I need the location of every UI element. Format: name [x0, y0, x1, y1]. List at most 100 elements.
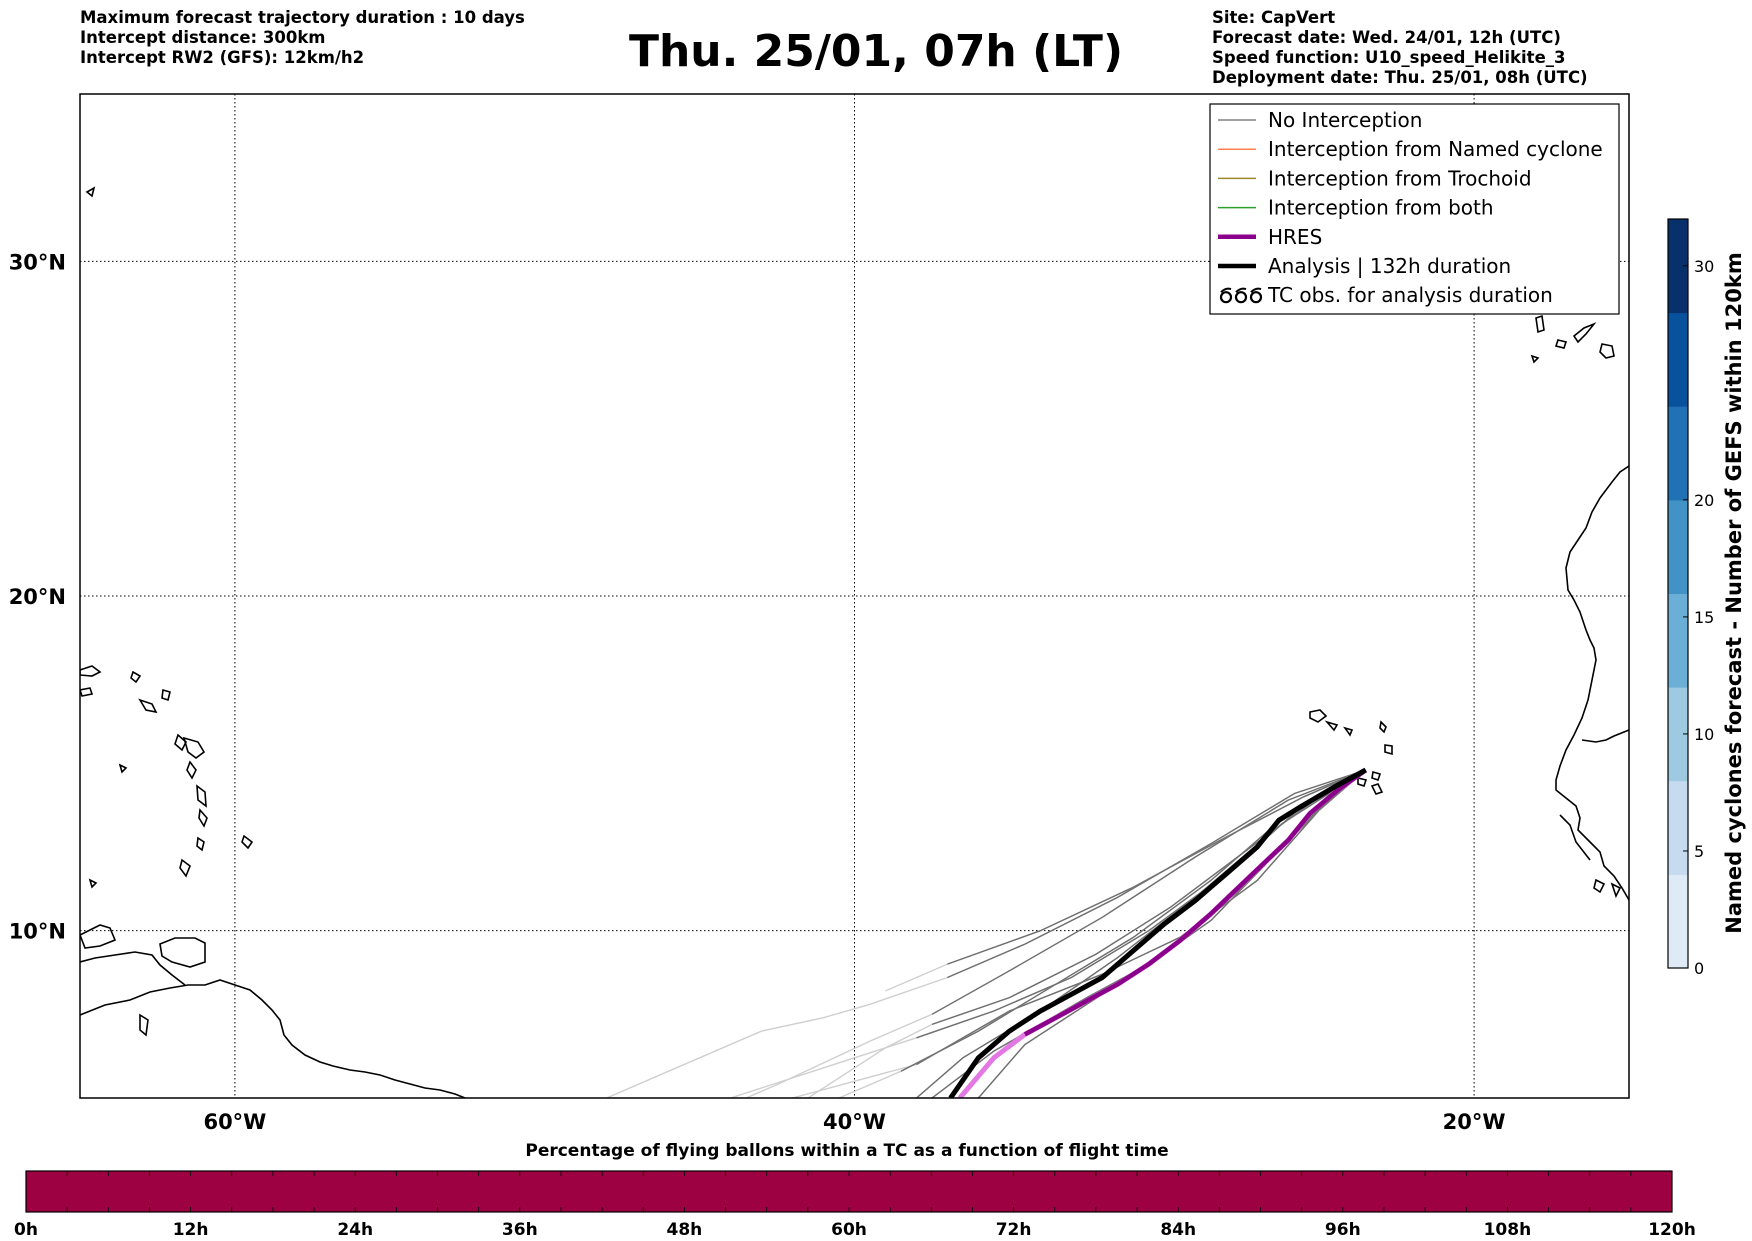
colorbar-tick-label: 0 [1694, 959, 1704, 978]
cape-verde-island [1371, 770, 1382, 782]
legend-label: No Interception [1268, 108, 1422, 132]
cyclone-symbol [1249, 291, 1263, 304]
graticule [80, 94, 1629, 1098]
colorbar-segment [1668, 312, 1688, 407]
colorbar-segment [1668, 874, 1688, 969]
cape-verde-island [1357, 776, 1368, 788]
island [1610, 882, 1622, 899]
flight-time-tick-label: 24h [337, 1220, 373, 1240]
flight-time-tick-label: 12h [173, 1220, 209, 1240]
africa-coast-detail [1559, 814, 1591, 861]
flight-time-tick-label: 48h [667, 1220, 703, 1240]
flight-time-tick-label: 0h [14, 1220, 38, 1240]
legend-box [1209, 103, 1620, 315]
island [80, 665, 102, 677]
header-left-line: Intercept distance: 300km [80, 28, 326, 47]
lat-tick-label: 20°N [9, 585, 66, 609]
cape-verde-island [1370, 783, 1384, 795]
colorbar-tick-label: 30 [1694, 257, 1714, 276]
caribbean-coast-detail [80, 951, 186, 986]
lon-tick-label: 60°W [203, 1110, 266, 1134]
lat-tick-label: 10°N [9, 920, 66, 944]
cape-verde-island [1309, 709, 1328, 723]
island [196, 784, 207, 808]
colorbar-segment [1668, 593, 1688, 688]
island [186, 760, 197, 780]
colorbar-segment [1668, 406, 1688, 501]
legend-label: Interception from Trochoid [1268, 166, 1532, 190]
flight-time-tick-label: 108h [1484, 1220, 1532, 1240]
lon-tick-label: 20°W [1443, 1110, 1506, 1134]
header-left: Maximum forecast trajectory duration : 1… [80, 8, 525, 68]
colorbar-tick-label: 10 [1694, 725, 1714, 744]
cape-verde-island [1384, 744, 1393, 756]
colorbar-tick-label: 15 [1694, 608, 1714, 627]
colorbar-tick-label: 20 [1694, 491, 1714, 510]
legend-label: Interception from Named cyclone [1268, 137, 1603, 161]
flight-time-bar: Percentage of flying ballons within a TC… [14, 1141, 1696, 1240]
cyclone-symbol-arm [1220, 287, 1232, 293]
africa-coast-detail [1581, 729, 1629, 743]
flight-time-bar-fill [25, 1170, 1673, 1213]
island [182, 736, 206, 759]
colorbar-segment [1668, 499, 1688, 594]
cape-verde-island [1379, 720, 1387, 734]
trinidad-island [159, 937, 206, 968]
flight-time-tick-label: 120h [1648, 1220, 1696, 1240]
cyclone-symbols-icon [1219, 287, 1263, 304]
main-trajectories [948, 767, 1368, 1098]
lon-tick-label: 40°W [823, 1110, 886, 1134]
island [139, 1013, 149, 1037]
header-left-line: Maximum forecast trajectory duration : 1… [80, 8, 525, 27]
map-frame [79, 93, 1630, 1099]
legend-label: HRES [1268, 225, 1322, 249]
island [85, 186, 96, 198]
coastlines [80, 186, 1629, 1098]
flight-time-tick-label: 96h [1325, 1220, 1361, 1240]
map-title: Thu. 25/01, 07h (LT) [628, 26, 1124, 77]
canary-island [1572, 322, 1597, 344]
cyclone-symbol-arm [1250, 287, 1262, 293]
header-right-line: Forecast date: Wed. 24/01, 12h (UTC) [1212, 28, 1561, 47]
legend-label: TC obs. for analysis duration [1267, 283, 1553, 307]
cyclone-symbol [1234, 291, 1248, 304]
legend-label: Analysis | 132h duration [1268, 254, 1511, 278]
header-right-line: Speed function: U10_speed_Helikite_3 [1212, 48, 1566, 67]
header-right: Site: CapVert Forecast date: Wed. 24/01,… [1212, 8, 1588, 88]
canary-island [1599, 343, 1615, 359]
cape-verde-island [1343, 726, 1354, 737]
hres-trajectory [1023, 768, 1368, 1037]
flight-time-tick-label: 84h [1160, 1220, 1196, 1240]
island [161, 688, 171, 702]
island [80, 687, 94, 697]
header-right-line: Deployment date: Thu. 25/01, 08h (UTC) [1212, 68, 1588, 87]
island [174, 733, 187, 752]
flight-time-tick-label: 36h [502, 1220, 538, 1240]
island [198, 808, 208, 828]
colorbar-segment [1668, 219, 1688, 314]
island [118, 763, 128, 774]
axis-tick-labels: 60°W 40°W 20°W 30°N 20°N 10°N [9, 250, 1506, 1134]
flight-time-bar-title: Percentage of flying ballons within a TC… [525, 1141, 1168, 1161]
colorbar-segment [1668, 687, 1688, 782]
header-right-line: Site: CapVert [1212, 8, 1336, 27]
canary-island [1535, 314, 1545, 334]
canary-island [1530, 354, 1540, 364]
venezuela-peninsula [80, 924, 117, 949]
island [88, 878, 98, 889]
cyclone-symbol [1219, 291, 1233, 304]
flight-time-tick-label: 72h [996, 1220, 1032, 1240]
cape-verde-island [1324, 720, 1339, 732]
colorbar-label: Named cyclones forecast - Number of GEFS… [1722, 252, 1746, 933]
analysis-trajectory [948, 767, 1367, 1098]
colorbar-segment [1668, 780, 1688, 875]
cyclone-symbol-arm [1235, 287, 1247, 293]
canary-island [1554, 339, 1568, 349]
africa-coast [1555, 465, 1629, 901]
colorbar-tick-label: 5 [1694, 842, 1704, 861]
island [138, 698, 158, 714]
lat-tick-label: 30°N [9, 250, 66, 274]
legend: No Interception Interception from Named c… [1209, 103, 1620, 315]
header-left-line: Intercept RW2 (GFS): 12km/h2 [80, 48, 365, 67]
